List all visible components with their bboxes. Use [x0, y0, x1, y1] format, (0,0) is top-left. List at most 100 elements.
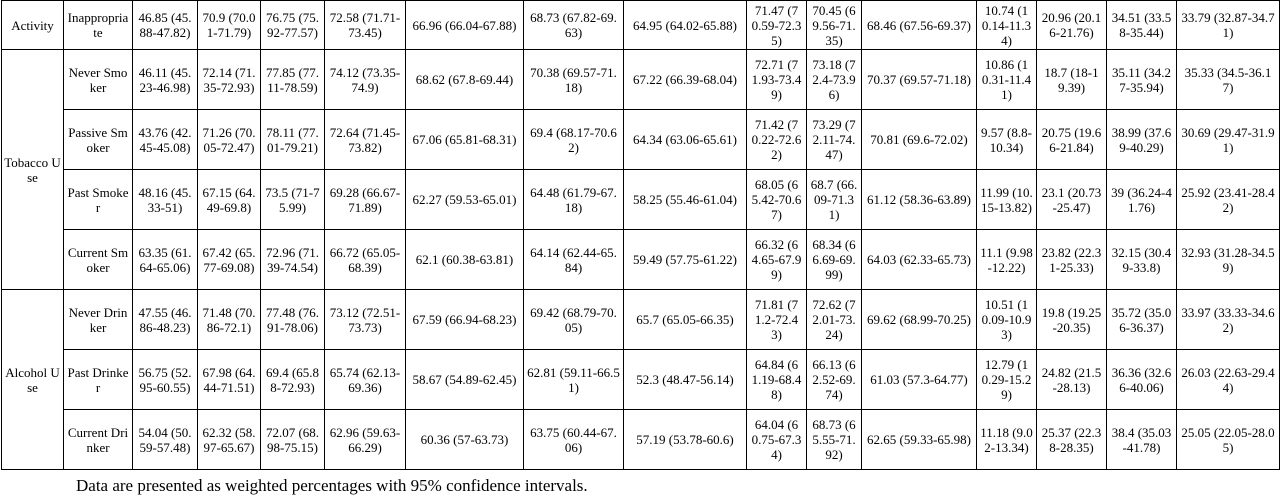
- cell: 68.34 (66.69-69.99): [806, 229, 862, 290]
- cell: 72.71 (71.93-73.49): [746, 49, 807, 110]
- cell: 19.8 (19.25-20.35): [1036, 289, 1107, 350]
- cell: 38.99 (37.69-40.29): [1106, 109, 1177, 170]
- cell: 32.15 (30.49-33.8): [1106, 229, 1177, 290]
- table-body: Activity Inappropriate 46.85 (45.88-47.82)…: [1, 0, 1280, 470]
- data-table: Activity Inappropriate 46.85 (45.88-47.82)…: [1, 0, 1280, 470]
- cell: 64.84 (61.19-68.48): [746, 349, 807, 410]
- cell: 32.93 (31.28-34.59): [1176, 229, 1280, 290]
- cell: 43.76 (42.45-45.08): [132, 109, 198, 170]
- cell: 62.65 (59.33-65.98): [861, 409, 977, 470]
- cell: 70.38 (69.57-71.18): [523, 49, 624, 110]
- cell: 59.49 (57.75-61.22): [623, 229, 747, 290]
- cell: 64.34 (63.06-65.61): [623, 109, 747, 170]
- cell: 69.4 (65.88-72.93): [260, 349, 325, 410]
- cell: 57.19 (53.78-60.6): [623, 409, 747, 470]
- cell: 71.81 (71.2-72.43): [746, 289, 807, 350]
- cell: 70.45 (69.56-71.35): [806, 0, 862, 50]
- cell: 72.96 (71.39-74.54): [260, 229, 325, 290]
- cell: 66.13 (62.52-69.74): [806, 349, 862, 410]
- row-label: Inappropriate: [63, 0, 133, 50]
- cell: 73.18 (72.4-73.96): [806, 49, 862, 110]
- cell: 69.42 (68.79-70.05): [523, 289, 624, 350]
- cell: 54.04 (50.59-57.48): [132, 409, 198, 470]
- footnote: Data are presented as weighted percentag…: [76, 476, 588, 495]
- cell: 64.14 (62.44-65.84): [523, 229, 624, 290]
- cell: 48.16 (45.33-51): [132, 169, 198, 230]
- row-label: Past Smoker: [63, 169, 133, 230]
- cell: 33.97 (33.33-34.62): [1176, 289, 1280, 350]
- cell: 68.73 (67.82-69.63): [523, 0, 624, 50]
- cell: 39 (36.24-41.76): [1106, 169, 1177, 230]
- cell: 62.96 (59.63-66.29): [324, 409, 406, 470]
- cell: 74.12 (73.35-74.9): [324, 49, 406, 110]
- cell: 71.47 (70.59-72.35): [746, 0, 807, 50]
- cell: 66.96 (66.04-67.88): [405, 0, 524, 50]
- cell: 62.81 (59.11-66.51): [523, 349, 624, 410]
- cell: 64.48 (61.79-67.18): [523, 169, 624, 230]
- cell: 77.85 (77.11-78.59): [260, 49, 325, 110]
- cell: 68.73 (65.55-71.92): [806, 409, 862, 470]
- cell: 64.95 (64.02-65.88): [623, 0, 747, 50]
- cell: 67.42 (65.77-69.08): [197, 229, 261, 290]
- table-row: Passive Smoker 43.76 (42.45-45.08) 71.26 (…: [2, 109, 1280, 170]
- cell: 78.11 (77.01-79.21): [260, 109, 325, 170]
- cell: 73.29 (72.11-74.47): [806, 109, 862, 170]
- cell: 38.4 (35.03-41.78): [1106, 409, 1177, 470]
- cell: 76.75 (75.92-77.57): [260, 0, 325, 50]
- cell: 30.69 (29.47-31.91): [1176, 109, 1280, 170]
- cell: 64.03 (62.33-65.73): [861, 229, 977, 290]
- cell: 71.42 (70.22-72.62): [746, 109, 807, 170]
- cell: 25.92 (23.41-28.42): [1176, 169, 1280, 230]
- cell: 9.57 (8.8-10.34): [976, 109, 1037, 170]
- cell: 72.58 (71.71-73.45): [324, 0, 406, 50]
- cell: 23.1 (20.73-25.47): [1036, 169, 1107, 230]
- cell: 11.1 (9.98-12.22): [976, 229, 1037, 290]
- cell: 46.11 (45.23-46.98): [132, 49, 198, 110]
- cell: 61.12 (58.36-63.89): [861, 169, 977, 230]
- cell: 77.48 (76.91-78.06): [260, 289, 325, 350]
- cell: 71.48 (70.86-72.1): [197, 289, 261, 350]
- cell: 36.36 (32.66-40.06): [1106, 349, 1177, 410]
- row-label: Passive Smoker: [63, 109, 133, 170]
- cell: 67.06 (65.81-68.31): [405, 109, 524, 170]
- cell: 11.99 (10.15-13.82): [976, 169, 1037, 230]
- table-row: Alcohol Use Never Drinker 47.55 (46.86-48.…: [1, 289, 1280, 470]
- cell: 25.05 (22.05-28.05): [1176, 409, 1280, 470]
- cell: 72.62 (72.01-73.24): [806, 289, 862, 350]
- cell: 66.72 (65.05-68.39): [324, 229, 406, 290]
- cell: 63.35 (61.64-65.06): [132, 229, 198, 290]
- cell: 72.14 (71.35-72.93): [197, 49, 261, 110]
- cell: 35.72 (35.06-36.37): [1106, 289, 1177, 350]
- group-label: Tobacco Use: [1, 49, 64, 290]
- cell: 58.25 (55.46-61.04): [623, 169, 747, 230]
- cell: 18.7 (18-19.39): [1036, 49, 1107, 110]
- cell: 73.5 (71-75.99): [260, 169, 325, 230]
- cell: 67.59 (66.94-68.23): [405, 289, 524, 350]
- cell: 33.79 (32.87-34.71): [1176, 0, 1280, 50]
- cell: 10.86 (10.31-11.41): [976, 49, 1037, 110]
- row-label: Never Smoker: [63, 49, 133, 110]
- cell: 70.37 (69.57-71.18): [861, 49, 977, 110]
- cell: 66.32 (64.65-67.99): [746, 229, 807, 290]
- cell: 69.4 (68.17-70.62): [523, 109, 624, 170]
- cell: 35.11 (34.27-35.94): [1106, 49, 1177, 110]
- table-row: Current Drinker 54.04 (50.59-57.48) 62.32 …: [2, 409, 1280, 470]
- table-row: Past Smoker 48.16 (45.33-51) 67.15 (64.49-…: [2, 169, 1280, 230]
- cell: 67.98 (64.44-71.51): [197, 349, 261, 410]
- cell: 67.22 (66.39-68.04): [623, 49, 747, 110]
- cell: 73.12 (72.51-73.73): [324, 289, 406, 350]
- cell: 62.32 (58.97-65.67): [197, 409, 261, 470]
- cell: 20.75 (19.66-21.84): [1036, 109, 1107, 170]
- cell: 56.75 (52.95-60.55): [132, 349, 198, 410]
- cell: 67.15 (64.49-69.8): [197, 169, 261, 230]
- cell: 10.74 (10.14-11.34): [976, 0, 1037, 50]
- row-label: Current Drinker: [63, 409, 133, 470]
- cell: 68.46 (67.56-69.37): [861, 0, 977, 50]
- cell: 62.1 (60.38-63.81): [405, 229, 524, 290]
- cell: 65.74 (62.13-69.36): [324, 349, 406, 410]
- cell: 58.67 (54.89-62.45): [405, 349, 524, 410]
- table-row: Current Smoker 63.35 (61.64-65.06) 67.42 (…: [2, 229, 1280, 290]
- cell: 63.75 (60.44-67.06): [523, 409, 624, 470]
- cell: 65.7 (65.05-66.35): [623, 289, 747, 350]
- cell: 72.64 (71.45-73.82): [324, 109, 406, 170]
